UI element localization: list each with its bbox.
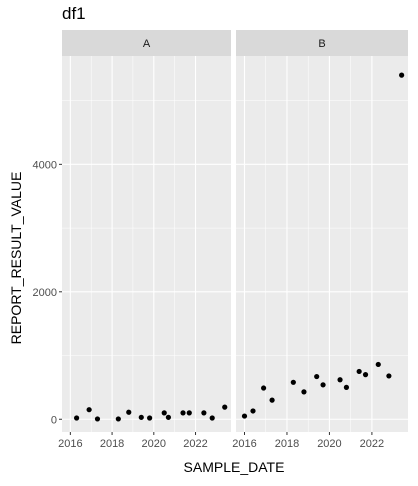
facet-strip-label: A [143,38,151,50]
data-point [337,377,343,383]
x-tick-label: 2018 [100,438,124,450]
data-point [375,361,381,368]
data-point [201,410,207,416]
data-point [186,410,192,416]
x-axis-title: SAMPLE_DATE [184,459,285,475]
data-point [356,368,362,375]
y-axis-title: REPORT_RESULT_VALUE [8,172,24,345]
data-point [74,415,80,421]
data-point [126,409,132,415]
data-point [386,373,392,379]
data-point [241,413,248,419]
y-tick-label: 4000 [33,159,57,171]
data-point [301,389,307,395]
data-point [250,408,256,414]
facet-panels: A 2016 2018 2020 2022 B 2016 2018 2020 2022 [58,30,408,450]
y-axis: 0 2000 4000 [33,159,62,426]
chart-title: df1 [62,4,86,23]
x-tick-label: 2018 [275,438,299,450]
data-point [180,410,186,416]
x-tick-label: 2020 [142,438,166,450]
data-point [343,384,350,390]
facet-a: A 2016 2018 2020 2022 [58,30,231,450]
data-point [115,416,121,422]
x-tick-label: 2020 [317,438,341,450]
facet-strip-label: B [318,38,325,50]
x-tick-label: 2022 [183,438,207,450]
data-point [261,385,267,391]
data-point [222,404,228,410]
facet-panel-background [62,56,231,432]
data-point [290,379,296,385]
data-point [138,414,144,420]
data-point [399,72,405,78]
x-tick-label: 2022 [360,438,384,450]
data-point [165,414,172,420]
facet-strip [236,30,408,56]
y-tick-label: 0 [51,414,57,426]
data-point [314,373,320,380]
data-point [94,416,101,422]
data-point [269,397,275,403]
data-point [362,372,369,378]
facet-b: B 2016 2018 2020 2022 [232,30,408,450]
x-tick-label: 2016 [232,438,256,450]
data-point [209,415,215,421]
facet-panel-background [236,56,408,432]
data-point [86,407,92,413]
data-point [320,382,326,388]
data-point [147,415,153,421]
data-point [161,410,167,416]
y-tick-label: 2000 [33,287,57,299]
x-tick-label: 2016 [58,438,82,450]
facet-strip [62,30,231,56]
